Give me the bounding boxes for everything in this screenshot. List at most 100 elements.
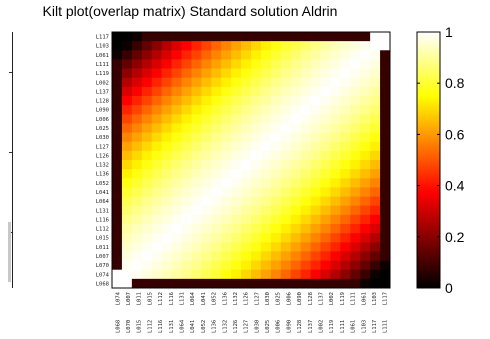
heatmap-cell [280, 233, 292, 243]
heatmap-cell [350, 86, 361, 97]
heatmap-cell [201, 114, 212, 124]
heatmap-cell [191, 178, 202, 188]
heatmap-cell [191, 59, 202, 69]
heatmap-cell [280, 224, 292, 234]
heatmap-cell [201, 150, 212, 161]
heatmap-cell [320, 96, 331, 106]
heatmap-cell [320, 105, 331, 115]
heatmap-cell [112, 32, 123, 42]
heatmap-cell [181, 114, 192, 124]
heatmap-cell [340, 150, 351, 161]
heatmap-cell [380, 105, 391, 115]
heatmap-cell [310, 196, 321, 207]
heatmap-cell [181, 141, 192, 152]
heatmap-cell [231, 169, 242, 179]
heatmap-cell [201, 86, 212, 97]
heatmap-cell [241, 269, 252, 280]
heatmap-cell [350, 178, 361, 188]
heatmap-cell [112, 187, 123, 197]
heatmap-cell [181, 251, 192, 261]
heatmap-cell [241, 205, 252, 216]
heatmap-cell [121, 278, 133, 289]
heatmap-cell [151, 169, 162, 179]
heatmap-cell [201, 278, 212, 289]
column-label: L103 [372, 292, 378, 305]
heatmap-cell [260, 132, 272, 143]
heatmap-cell [121, 123, 133, 133]
heatmap-cell [241, 251, 252, 261]
heatmap-cell [320, 187, 331, 197]
heatmap-cell [112, 196, 123, 207]
heatmap-cell [121, 242, 133, 252]
column-label: L137 [319, 292, 325, 305]
heatmap-cell [201, 205, 212, 216]
heatmap-cell [131, 214, 143, 225]
heatmap-cell [360, 205, 371, 216]
column-label-lower: L061 [351, 320, 357, 333]
column-label-lower: L041 [190, 320, 196, 333]
heatmap-cell [151, 196, 162, 207]
heatmap-cell [231, 105, 242, 115]
column-label-lower: L015 [137, 320, 143, 333]
heatmap-cell [241, 224, 252, 234]
heatmap-cell [260, 251, 272, 261]
heatmap-cell [191, 242, 202, 252]
heatmap-cell [280, 132, 292, 143]
heatmap-cell [121, 114, 133, 124]
row-label: L002 [96, 80, 109, 86]
heatmap-cell [241, 114, 252, 124]
heatmap-cell [260, 224, 272, 234]
heatmap-cell [300, 178, 311, 188]
heatmap-cell [251, 251, 262, 261]
heatmap-cell [181, 123, 192, 133]
heatmap-cell [270, 224, 282, 234]
heatmap-cell [290, 114, 301, 124]
heatmap-cell [380, 50, 391, 60]
heatmap-cell [380, 251, 391, 261]
heatmap-cell [260, 150, 272, 161]
heatmap-cell [380, 86, 391, 97]
heatmap-cell [181, 105, 192, 115]
heatmap-cell [121, 205, 133, 216]
heatmap-cell [221, 233, 232, 243]
heatmap-cell [300, 105, 311, 115]
heatmap-cell [310, 242, 321, 252]
heatmap-cell [360, 278, 371, 289]
heatmap-cell [310, 150, 321, 161]
heatmap-cell [270, 251, 282, 261]
heatmap-cell [191, 269, 202, 280]
heatmap-cell [310, 96, 321, 106]
heatmap-cell [260, 233, 272, 243]
row-label: L131 [96, 208, 109, 214]
heatmap-cell [280, 68, 292, 79]
heatmap-cell [171, 41, 182, 51]
heatmap-cell [270, 59, 282, 69]
heatmap-cell [112, 132, 123, 143]
heatmap-cell [151, 178, 162, 188]
heatmap-cell [310, 86, 321, 97]
heatmap-cell [161, 41, 172, 51]
heatmap-cell [141, 105, 153, 115]
heatmap-cell [350, 114, 361, 124]
heatmap-cell [360, 269, 371, 280]
heatmap-cell [181, 269, 192, 280]
heatmap-cell [161, 269, 172, 280]
heatmap-cell [310, 160, 321, 170]
heatmap-cell [231, 196, 242, 207]
heatmap-cell [251, 114, 262, 124]
column-label-lower: L126 [233, 320, 239, 333]
row-label: L111 [96, 62, 109, 68]
column-label-lower: L030 [254, 320, 260, 333]
column-label: L002 [329, 292, 335, 305]
heatmap-cell [241, 59, 252, 69]
heatmap-cell [251, 224, 262, 234]
heatmap-cell [161, 132, 172, 143]
heatmap-cell [310, 233, 321, 243]
column-label-lower: L068 [115, 320, 121, 333]
heatmap-cell [340, 233, 351, 243]
heatmap-cell [330, 123, 341, 133]
heatmap-cell [300, 32, 311, 42]
heatmap-cell [151, 32, 162, 42]
heatmap-cell [320, 233, 331, 243]
heatmap-cell [330, 41, 341, 51]
